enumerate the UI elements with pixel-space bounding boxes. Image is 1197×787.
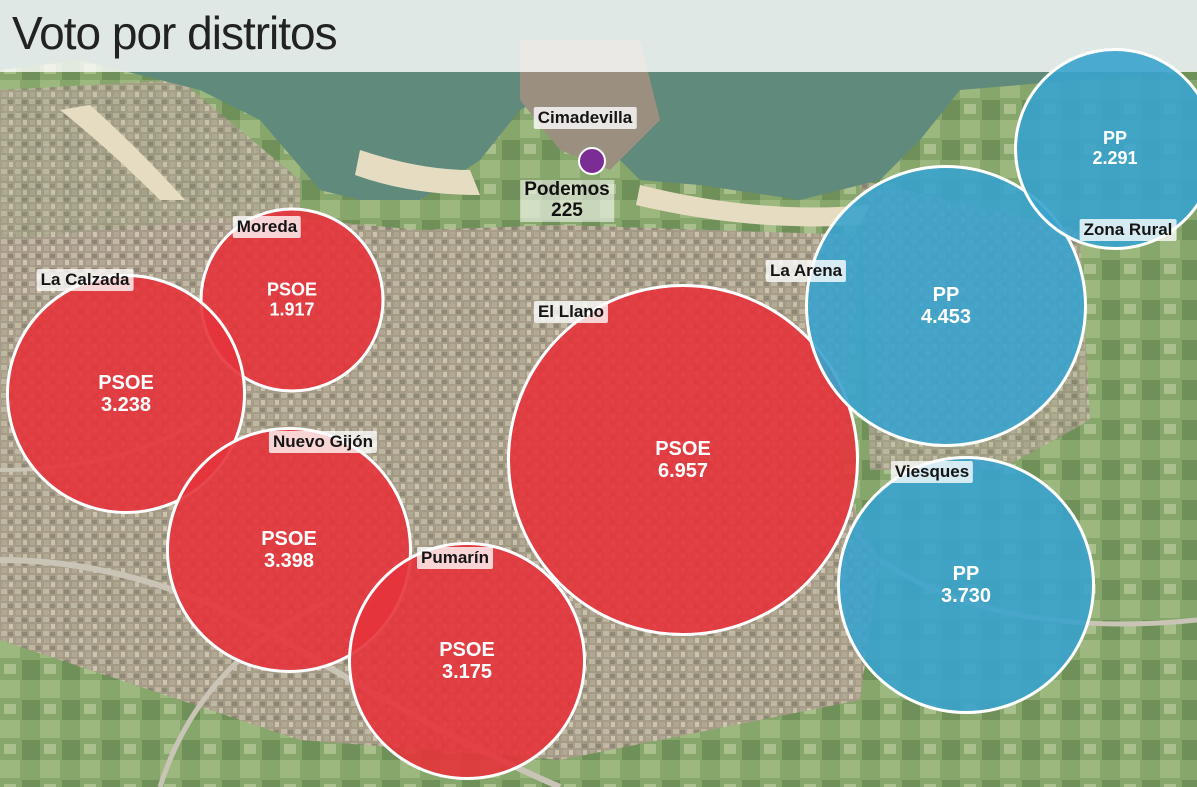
bubble-votes: 4.453 xyxy=(920,306,972,328)
district-label-pumarin: Pumarín xyxy=(416,547,494,569)
map-title: Voto por distritos xyxy=(12,7,338,59)
bubble-pumarin: PSOE 3.175 xyxy=(348,542,586,780)
bubble-party: PSOE xyxy=(439,639,495,661)
district-label-zona-rural: Zona Rural xyxy=(1079,219,1177,241)
bubble-party: PP xyxy=(1102,128,1127,149)
bubble-viesques: PP 3.730 xyxy=(837,456,1095,714)
bubble-el-llano: PSOE 6.957 xyxy=(507,284,859,636)
podemos-party: Podemos xyxy=(524,179,610,200)
district-label-moreda: Moreda xyxy=(232,216,302,238)
bubble-votes: 1.917 xyxy=(269,299,315,319)
podemos-marker-dot xyxy=(578,147,606,175)
bubble-party: PSOE xyxy=(655,438,711,460)
bubble-party: PP xyxy=(932,284,960,306)
bubble-party: PSOE xyxy=(266,279,318,300)
title-bar xyxy=(0,0,1197,72)
bubble-party: PSOE xyxy=(98,372,154,394)
bubble-votes: 6.957 xyxy=(657,460,709,482)
bubble-votes: 2.291 xyxy=(1092,148,1138,168)
bubble-party: PP xyxy=(952,563,980,585)
bubble-party: PSOE xyxy=(261,528,317,550)
district-label-viesques: Viesques xyxy=(890,461,974,483)
district-label-nuevo-gijon: Nuevo Gijón xyxy=(268,431,378,453)
district-label-cimadevilla: Cimadevilla xyxy=(533,107,637,129)
district-label-la-arena: La Arena xyxy=(765,260,847,282)
bubble-votes: 3.730 xyxy=(940,585,992,607)
bubble-zona-rural: PP 2.291 xyxy=(1014,48,1197,250)
bubble-votes: 3.398 xyxy=(263,550,315,572)
podemos-votes: 225 xyxy=(551,199,583,221)
bubble-votes: 3.175 xyxy=(441,661,493,683)
bubble-votes: 3.238 xyxy=(100,394,152,416)
district-label-el-llano: El Llano xyxy=(533,301,609,323)
district-label-la-calzada: La Calzada xyxy=(36,269,134,291)
podemos-marker-text: Podemos 225 xyxy=(520,179,614,222)
